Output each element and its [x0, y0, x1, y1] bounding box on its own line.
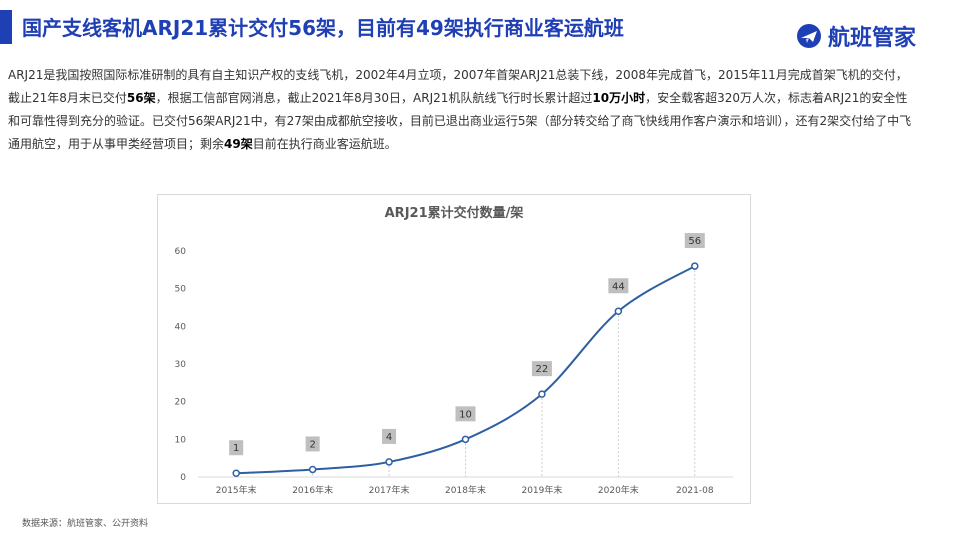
data-label: 56 — [688, 236, 701, 247]
desc-bold-hours: 10万小时 — [592, 91, 646, 105]
description-paragraph: ARJ21是我国按照国际标准研制的具有自主知识产权的支线飞机，2002年4月立项… — [8, 64, 918, 156]
airplane-logo-icon — [797, 24, 821, 48]
desc-part-1: ARJ21是我国按照国际标准研制的具有自主知识产权的支线飞机，2002年4月立项… — [8, 68, 908, 105]
data-point — [691, 262, 699, 270]
data-label-box — [684, 233, 705, 249]
x-tick-label: 2021-08 — [676, 486, 714, 496]
desc-bold-delivered: 56架 — [126, 91, 156, 105]
source-note: 数据来源：航班管家、公开资料 — [22, 519, 149, 529]
data-label: 22 — [536, 364, 549, 375]
data-label: 2 — [309, 439, 315, 450]
x-tick-label: 2017年末 — [369, 484, 410, 496]
data-label-box — [382, 428, 397, 444]
chart-title: ARJ21累计交付数量/架 — [385, 205, 524, 221]
data-point — [232, 469, 240, 477]
desc-bold-active: 49架 — [224, 137, 253, 151]
x-tick-label: 2020年末 — [598, 484, 639, 496]
data-label-box — [531, 361, 552, 377]
data-point — [538, 390, 546, 398]
data-label-box — [455, 406, 476, 422]
line-chart: ARJ21累计交付数量/架 0 10 20 30 40 50 60 2015年末 2016年末 20… — [175, 205, 733, 496]
logo-text: 航班管家 — [828, 26, 917, 51]
data-point — [461, 435, 470, 444]
y-tick-label: 50 — [175, 285, 187, 295]
desc-part-3: ，安全载客超320万人次，标志着ARJ21的安全性和可靠性得到充分的验证。已交付… — [8, 91, 912, 151]
x-tick-label: 2018年末 — [445, 484, 486, 496]
data-label-box — [229, 440, 244, 456]
data-label: 1 — [233, 443, 239, 454]
data-label-box — [305, 436, 320, 452]
data-label: 44 — [612, 281, 625, 292]
page-title: 国产支线客机ARJ21累计交付56架，目前有49架执行商业客运航班 — [22, 16, 624, 40]
brand-logo: 航班管家 — [796, 20, 916, 52]
y-tick-label: 30 — [175, 360, 187, 370]
data-point — [308, 465, 317, 474]
desc-part-2: ，根据工信部官网消息，截止2021年8月30日，ARJ21机队航线飞行时长累计超… — [155, 91, 593, 105]
y-tick-label: 10 — [175, 435, 187, 445]
x-tick-label: 2016年末 — [292, 484, 333, 496]
y-tick-label: 0 — [180, 473, 186, 483]
data-label: 10 — [459, 409, 472, 420]
data-point — [385, 458, 393, 466]
y-tick-label: 60 — [175, 247, 187, 257]
data-point — [614, 307, 623, 316]
title-accent-bar — [0, 10, 12, 44]
data-label-box — [608, 278, 629, 294]
x-tick-label: 2019年末 — [521, 484, 562, 496]
chart-container: ARJ21累计交付数量/架 0 10 20 30 40 50 60 2015年末 2016年末 20… — [157, 194, 751, 504]
desc-part-4: 目前在执行商业客运航班。 — [252, 137, 397, 151]
data-label: 4 — [386, 432, 392, 443]
y-tick-label: 40 — [175, 322, 187, 332]
y-tick-label: 20 — [175, 398, 187, 408]
x-tick-label: 2015年末 — [216, 484, 257, 496]
